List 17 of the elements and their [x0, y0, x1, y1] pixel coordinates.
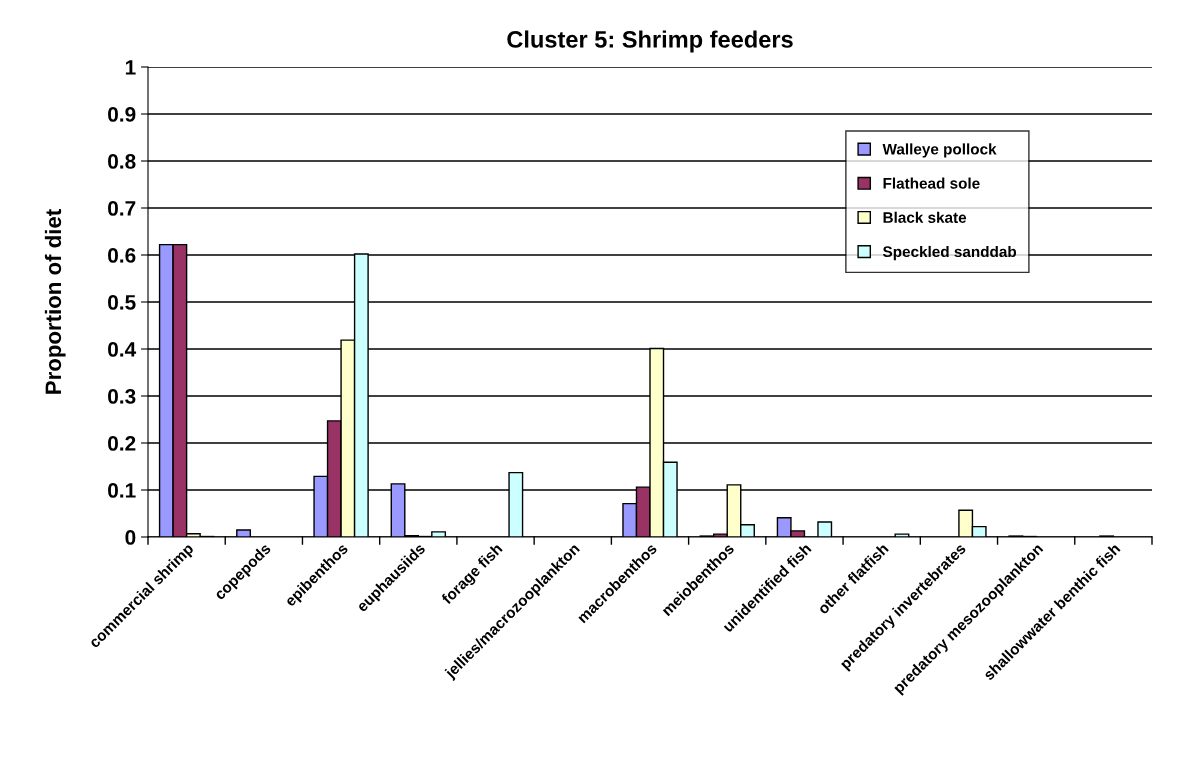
y-tick-label: 0.5	[108, 295, 136, 310]
y-axis-title: Proportion of diet	[44, 209, 66, 394]
y-tick-label: 0.7	[108, 201, 136, 216]
y-tick-label: 0.9	[108, 107, 136, 122]
y-tick-label: 0.3	[108, 389, 136, 404]
legend-label: Black skate	[883, 211, 967, 223]
y-tick-label: 0.1	[108, 483, 136, 498]
y-tick-label: 0.2	[108, 436, 136, 451]
y-tick-label: 0.4	[108, 342, 137, 357]
y-tick-label: 0	[125, 530, 136, 545]
legend-label: Speckled sanddab	[882, 245, 1017, 261]
chart-title: Cluster 5: Shrimp feeders	[507, 30, 793, 53]
legend-label: Walleye pollock	[882, 143, 997, 158]
legend-label: Flathead sole	[883, 177, 980, 189]
y-tick-label: 0.8	[108, 154, 136, 169]
y-tick-label: 0.6	[108, 248, 136, 263]
y-tick-label: 1	[125, 60, 136, 75]
